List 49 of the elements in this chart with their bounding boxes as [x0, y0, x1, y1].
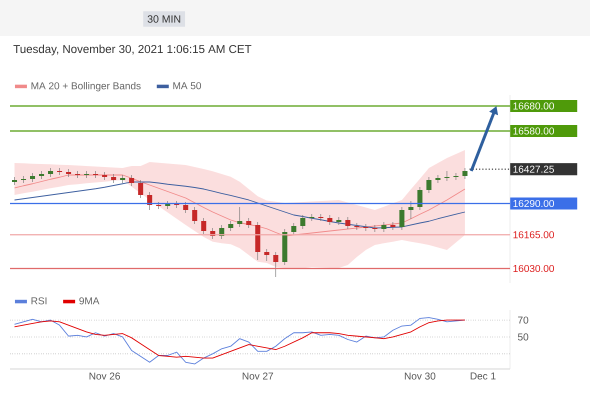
candlestick	[201, 218, 206, 234]
legend-label: MA 50	[173, 82, 202, 90]
ref-line-label: 16030.00	[513, 264, 554, 272]
ref-line-label: 16290.00	[513, 200, 554, 208]
candlestick	[30, 172, 36, 182]
candlestick	[246, 218, 252, 228]
candlestick	[462, 168, 468, 180]
legend-label: 9MA	[79, 297, 100, 304]
candlestick	[327, 214, 332, 226]
candlestick	[453, 172, 458, 180]
candlestick	[345, 216, 350, 230]
candlestick	[291, 222, 296, 236]
candlestick	[381, 222, 386, 232]
legend-label: RSI	[32, 297, 46, 304]
candlestick	[57, 168, 62, 176]
chart-subtitle: 30 MIN	[148, 15, 180, 23]
candlestick	[66, 168, 72, 178]
candlestick	[192, 206, 198, 224]
x-tick-label: Nov 26	[90, 372, 120, 380]
candlestick	[39, 170, 44, 180]
candlestick	[435, 174, 440, 184]
candlestick	[273, 252, 278, 278]
candlestick	[228, 220, 234, 232]
ref-line-label: 16427.25	[513, 166, 554, 173]
candlestick	[48, 168, 54, 178]
candlestick	[417, 186, 422, 210]
candlestick	[237, 206, 242, 228]
candlestick	[75, 170, 80, 178]
candlestick	[12, 176, 18, 186]
x-tick-label: Dec 1	[470, 372, 496, 380]
candlestick	[264, 248, 270, 262]
x-tick-label: Nov 30	[404, 372, 436, 380]
candlestick	[183, 202, 188, 214]
candlestick	[426, 176, 432, 194]
candlestick	[20, 176, 26, 184]
x-tick-label: Nov 27	[242, 372, 274, 380]
candlestick	[408, 200, 414, 220]
ref-line-label: 16680.00	[513, 102, 554, 110]
y-tick-label: 70	[518, 316, 528, 324]
legend-label: MA 20 + Bollinger Bands	[32, 82, 141, 92]
ref-line-label: 16165.00	[513, 231, 554, 238]
candlestick	[300, 214, 306, 230]
y-tick-label: 50	[518, 333, 528, 341]
candlestick	[138, 180, 144, 198]
ref-line-label: 16580.00	[513, 127, 554, 135]
candlestick	[444, 170, 450, 182]
text: Tuesday, November 30, 2021 1:06:15 AM CET	[13, 44, 252, 56]
candlestick	[399, 206, 404, 230]
candlestick	[129, 174, 134, 186]
